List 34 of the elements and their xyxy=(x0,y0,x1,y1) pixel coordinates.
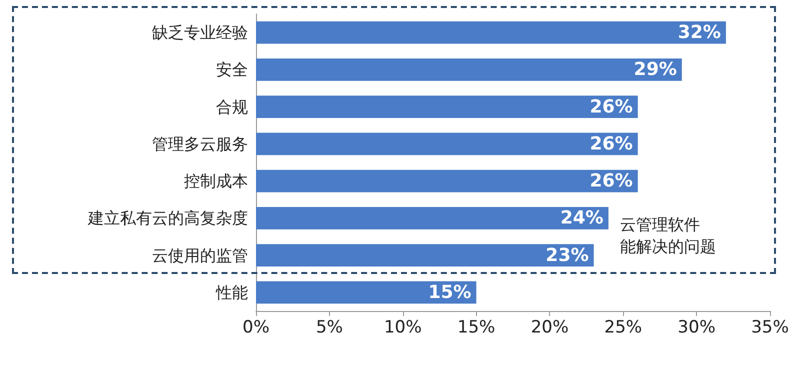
bar xyxy=(256,170,638,192)
x-tick-label: 5% xyxy=(316,318,343,338)
y-tick-label: 控制成本 xyxy=(184,172,248,191)
data-label: 29% xyxy=(634,59,677,80)
x-tick-label: 20% xyxy=(530,318,569,338)
bar xyxy=(256,21,726,44)
data-label: 26% xyxy=(590,96,633,118)
data-label: 32% xyxy=(678,22,721,44)
data-label: 24% xyxy=(560,208,604,229)
y-tick-label: 安全 xyxy=(216,60,248,80)
data-label: 26% xyxy=(590,133,633,154)
bar xyxy=(256,207,608,230)
y-tick-label: 缺乏专业经验 xyxy=(152,23,248,42)
annotation: 云管理软件 xyxy=(620,214,700,236)
bar xyxy=(256,132,638,156)
x-tick-label: 25% xyxy=(604,318,642,338)
data-label: 23% xyxy=(546,244,589,266)
y-tick-label: 管理多云服务 xyxy=(152,134,248,154)
y-tick-label: 合规 xyxy=(216,97,248,116)
y-tick-label: 性能 xyxy=(215,282,248,302)
bar xyxy=(256,244,594,266)
data-label: 26% xyxy=(590,170,633,192)
x-tick-label: 0% xyxy=(242,318,270,338)
bar xyxy=(256,96,638,118)
y-tick-label: 云使用的监管 xyxy=(152,246,248,265)
data-label: 15% xyxy=(428,282,472,303)
bar xyxy=(256,281,476,304)
x-tick-label: 35% xyxy=(751,318,789,338)
x-tick-label: 10% xyxy=(384,318,422,338)
bar xyxy=(256,58,682,81)
x-tick-label: 15% xyxy=(457,318,496,338)
x-tick-label: 30% xyxy=(678,318,716,338)
y-tick-label: 建立私有云的高复杂度 xyxy=(87,208,248,228)
annotation: 能解决的问题 xyxy=(620,236,716,258)
